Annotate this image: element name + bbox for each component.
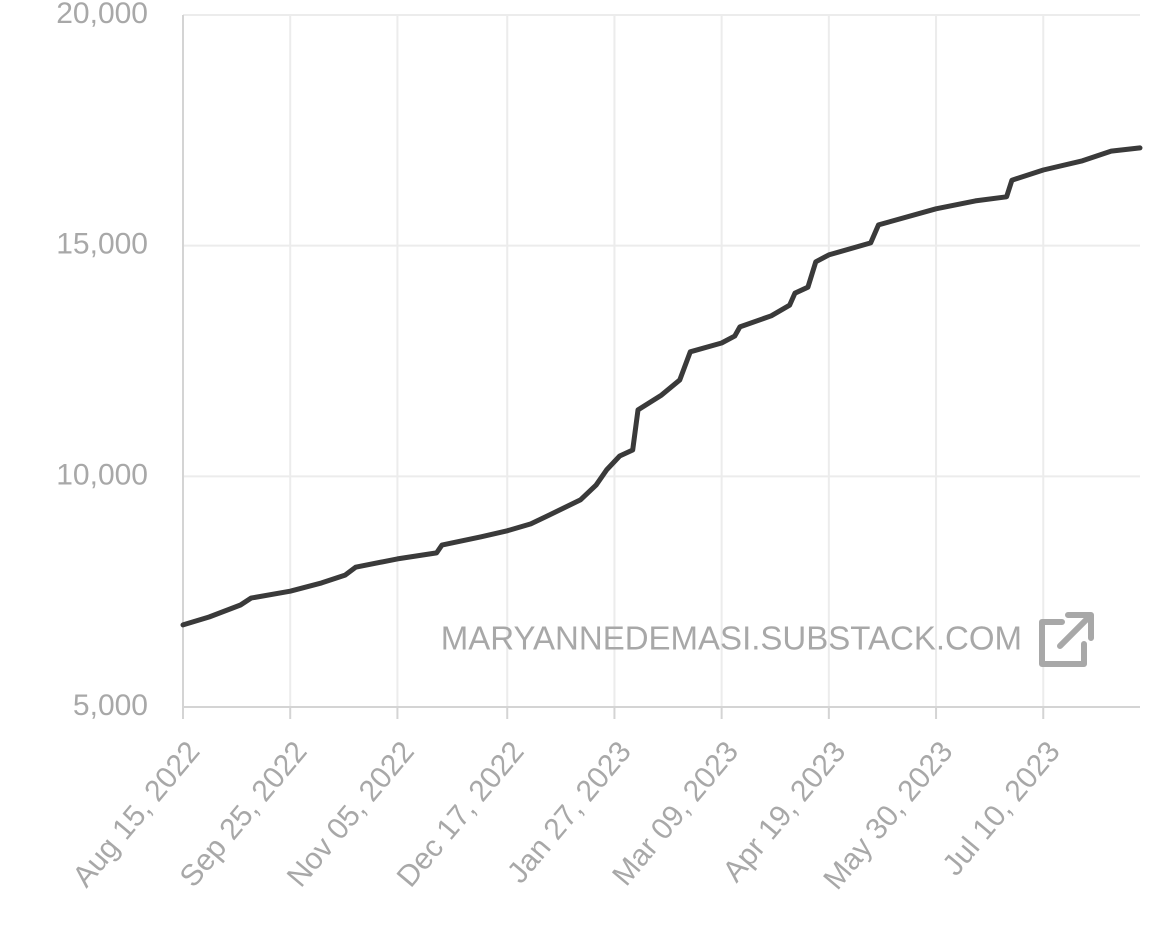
icon-box (1039, 619, 1087, 667)
y-tick-label: 5,000 (73, 689, 148, 722)
icon-arrow (1057, 612, 1094, 649)
external-link-icon (1039, 612, 1094, 667)
y-tick-label: 15,000 (56, 228, 148, 261)
y-tick-label: 20,000 (56, 0, 148, 30)
data-line (180, 145, 1143, 628)
y-tick-label: 10,000 (56, 458, 148, 491)
watermark: MARYANNEDEMASI.SUBSTACK.COM (441, 620, 1022, 657)
grid (182, 14, 1140, 708)
